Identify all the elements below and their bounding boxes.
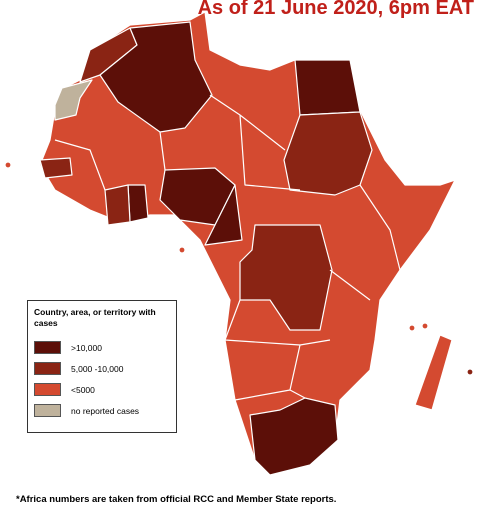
title: As of 21 June 2020, 6pm EAT	[197, 0, 474, 19]
legend-item: >10,000	[34, 337, 170, 358]
legend-label: <5000	[71, 384, 95, 395]
senegal	[39, 157, 73, 179]
algeria	[99, 21, 213, 133]
island	[408, 324, 416, 332]
sudan	[283, 111, 373, 196]
legend: Country, area, or territory with cases >…	[27, 300, 177, 433]
legend-items: >10,000 5,000 -10,000 <5000 no reported cas…	[34, 337, 170, 421]
south-africa	[249, 397, 339, 476]
cameroon	[204, 184, 243, 246]
legend-title: Country, area, or territory with cases	[34, 307, 156, 328]
legend-item: 5,000 -10,000	[34, 358, 170, 379]
legend-label: no reported cases	[71, 405, 140, 416]
legend-swatch	[34, 362, 61, 375]
madagascar	[414, 334, 453, 411]
legend-swatch	[34, 383, 61, 396]
ghana	[127, 184, 149, 223]
footnote: *Africa numbers are taken from official …	[16, 494, 337, 505]
legend-swatch	[34, 404, 61, 417]
legend-swatch	[34, 341, 61, 354]
cote-divoire	[104, 184, 131, 226]
western-sahara	[54, 79, 93, 121]
border	[54, 94, 401, 401]
legend-label: 5,000 -10,000	[71, 363, 124, 374]
island	[4, 161, 12, 169]
island	[178, 246, 186, 254]
island	[421, 322, 429, 330]
legend-item: no reported cases	[34, 400, 170, 421]
legend-item: <5000	[34, 379, 170, 400]
drc	[239, 224, 333, 331]
legend-label: >10,000	[71, 342, 102, 353]
egypt	[294, 59, 361, 116]
island	[466, 368, 474, 376]
